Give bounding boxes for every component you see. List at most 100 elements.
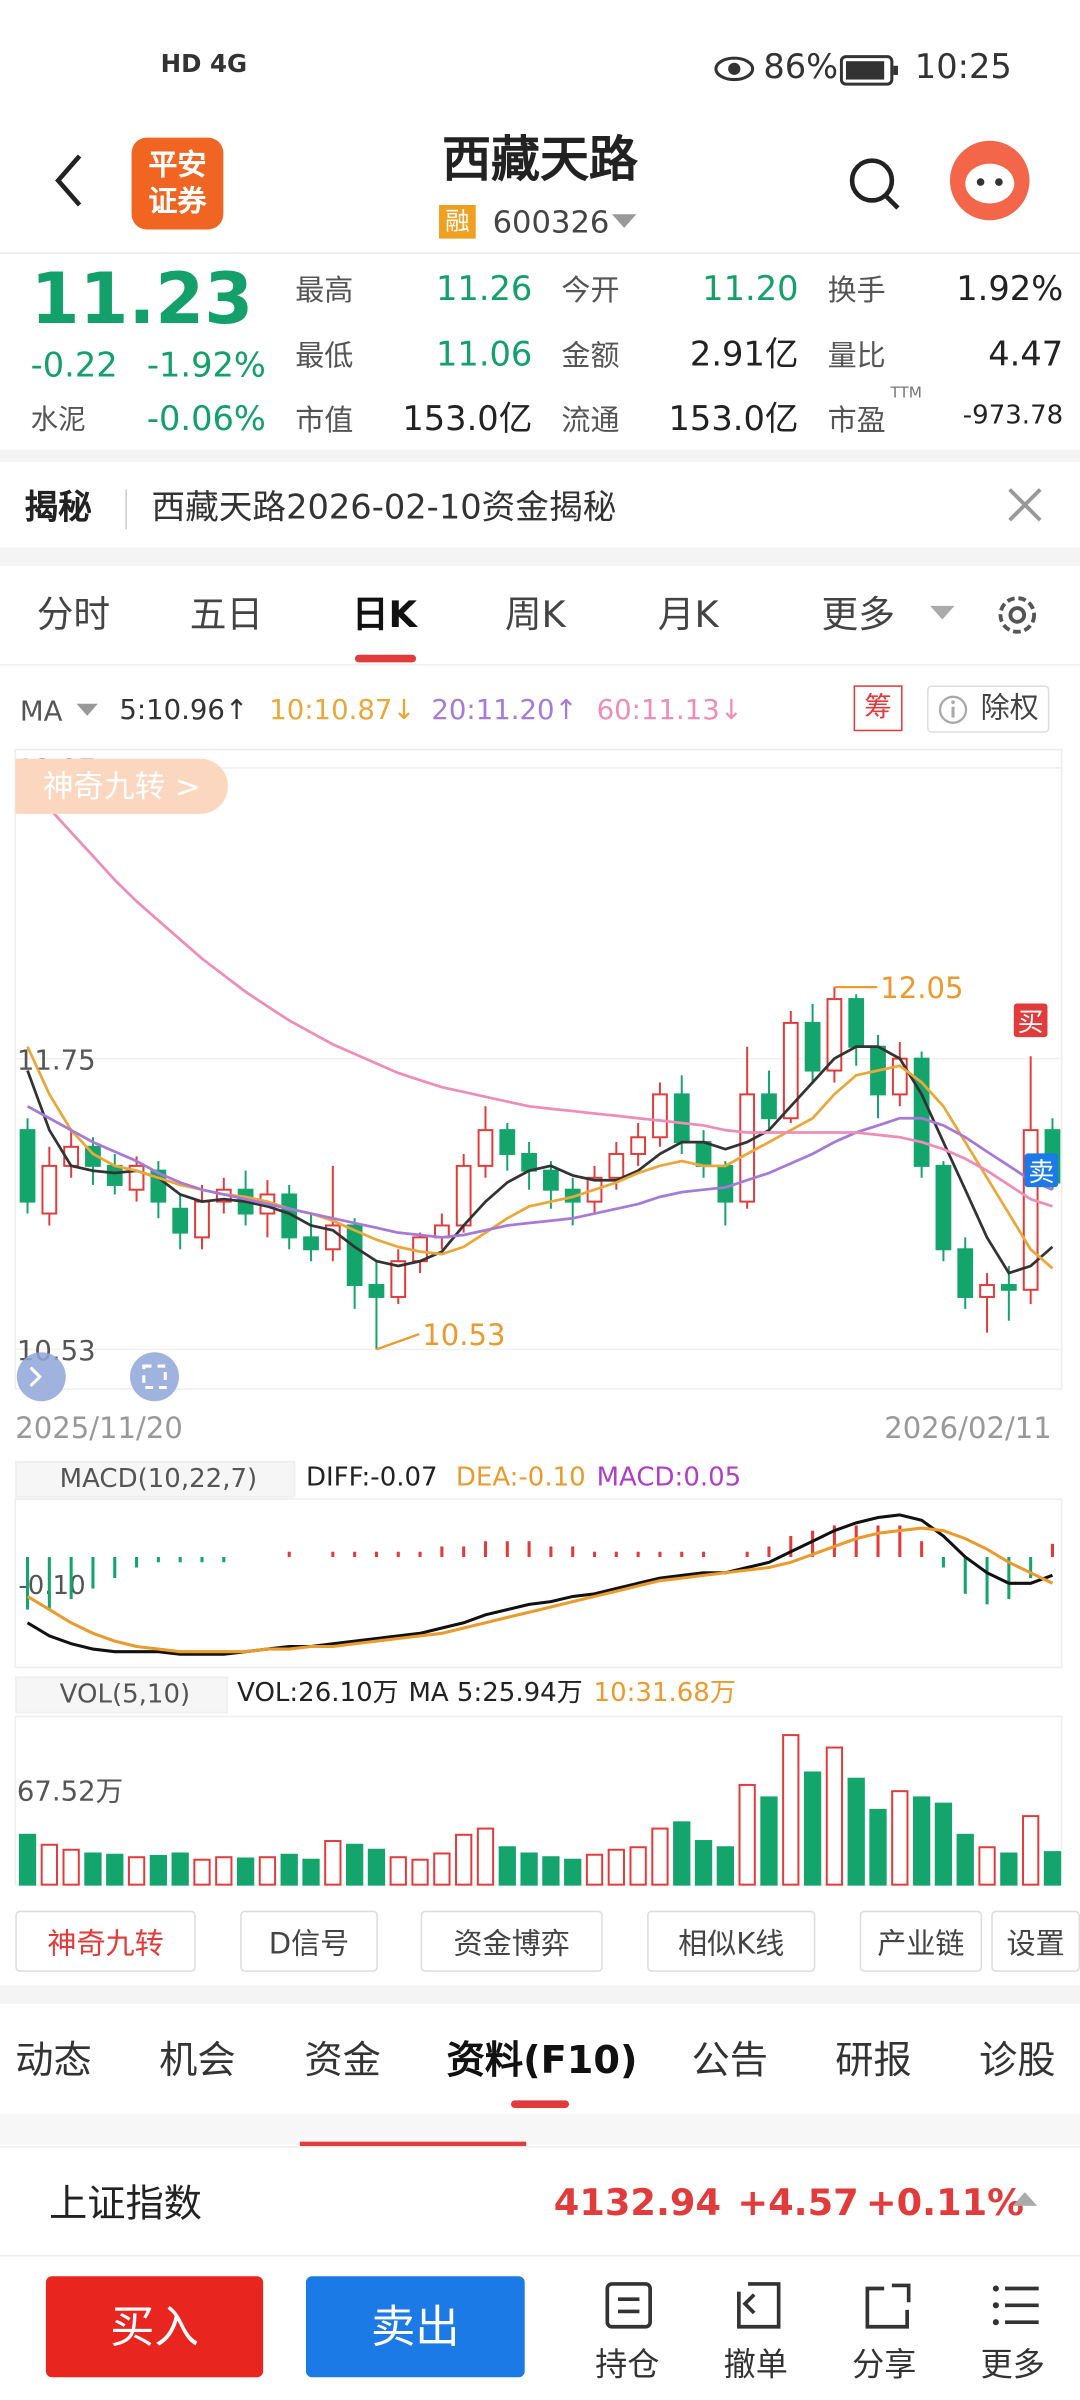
high-label: 12.05 <box>880 971 963 1005</box>
volume-bar <box>716 1846 735 1886</box>
volume-bar <box>585 1853 604 1886</box>
tool-button[interactable]: 设置 <box>991 1910 1080 1972</box>
index-expand[interactable] <box>1012 2192 1038 2207</box>
field-value: 11.20 <box>702 270 799 310</box>
volume-bar <box>1022 1815 1040 1886</box>
tool-button[interactable]: 相似K线 <box>647 1910 816 1972</box>
volume-bar <box>694 1840 713 1886</box>
section-tab[interactable]: 研报 <box>835 2037 912 2082</box>
period-tab[interactable]: 五日 <box>189 593 264 637</box>
macd-legend: MACD:0.05 <box>596 1462 742 1494</box>
tool-button[interactable]: D信号 <box>240 1910 378 1972</box>
tool-button[interactable]: 神奇九转 <box>15 1910 196 1972</box>
volume-bar <box>847 1777 865 1886</box>
separator <box>125 489 127 530</box>
nine-turn-badge[interactable]: 神奇九转 > <box>15 758 229 814</box>
more-dropdown[interactable] <box>930 605 955 621</box>
stock-code[interactable]: 600326 <box>492 203 610 241</box>
footer-action[interactable]: 撤单 <box>723 2346 788 2384</box>
vol-legend: VOL:26.10万 <box>237 1678 399 1709</box>
battery-text: 86% <box>763 48 839 88</box>
candle-body <box>19 1129 36 1203</box>
candle-body <box>935 1164 952 1251</box>
candle-body <box>303 1236 319 1251</box>
index-bar[interactable] <box>0 2146 1080 2257</box>
content-peek-bar <box>299 2141 527 2147</box>
volume-bar <box>956 1833 974 1886</box>
ttm-mark: TTM <box>890 385 922 403</box>
sector-pct: -0.06% <box>146 400 266 440</box>
candle-body <box>455 1164 472 1227</box>
candle-body <box>804 1021 821 1072</box>
period-tab[interactable]: 更多 <box>821 593 895 637</box>
volume-bar <box>825 1746 844 1886</box>
ma-legend-item: 20:11.20↑ <box>431 694 578 727</box>
vol-selector[interactable]: VOL(5,10) <box>15 1676 229 1714</box>
volume-bar <box>476 1827 495 1886</box>
volume-bar <box>782 1734 800 1886</box>
field-label: 今开 <box>561 273 620 308</box>
section-tab[interactable]: 动态 <box>15 2037 92 2082</box>
expand-button[interactable] <box>15 1351 70 1403</box>
tool-button[interactable]: 产业链 <box>859 1910 983 1972</box>
footer-action[interactable]: 分享 <box>852 2346 917 2384</box>
start-date: 2025/11/20 <box>15 1411 183 1446</box>
footer-action[interactable]: 更多 <box>980 2346 1045 2384</box>
volume-bar <box>18 1833 37 1886</box>
broker-logo[interactable]: 平安证券 <box>131 137 224 230</box>
sell-button[interactable]: 卖出 <box>305 2276 525 2378</box>
low-label: 10.53 <box>422 1318 505 1352</box>
volume-bar <box>389 1856 407 1886</box>
period-tab[interactable]: 月K <box>657 593 719 637</box>
candle-body <box>739 1093 756 1203</box>
footer-action[interactable]: 持仓 <box>595 2346 660 2384</box>
field-value: 11.26 <box>436 270 533 310</box>
section-tab[interactable]: 资料(F10) <box>446 2037 638 2082</box>
period-tab[interactable]: 周K <box>504 593 566 637</box>
field-value: -973.78 <box>962 400 1064 432</box>
section-tab[interactable]: 公告 <box>691 2037 768 2082</box>
index-value: 4132.94 <box>553 2181 721 2225</box>
diff-line <box>26 1513 1053 1656</box>
y-tick-label: 67.52万 <box>17 1775 123 1807</box>
macd-selector[interactable]: MACD(10,22,7) <box>15 1460 296 1498</box>
candle-body <box>957 1248 974 1298</box>
section-tab[interactable]: 资金 <box>304 2037 381 2082</box>
banner-close[interactable] <box>1007 486 1044 523</box>
ma-dropdown[interactable] <box>76 703 98 719</box>
price-frame <box>14 748 1063 1390</box>
code-dropdown[interactable] <box>611 214 637 229</box>
sell-flag <box>1024 1153 1059 1188</box>
settings-button[interactable] <box>993 590 1042 639</box>
buy-flag <box>1013 1003 1048 1038</box>
sector-name[interactable]: 水泥 <box>30 403 86 436</box>
ma-legend-item: 5:10.96↑ <box>119 694 249 727</box>
vol-frame <box>14 1715 1063 1886</box>
eye-icon <box>714 56 755 82</box>
search-button[interactable] <box>846 155 904 213</box>
banner-text[interactable]: 西藏天路2026-02-10资金揭秘 <box>151 489 617 528</box>
volume-bar <box>302 1858 320 1886</box>
buy-button[interactable]: 买入 <box>45 2276 264 2378</box>
period-tab[interactable]: 日K <box>351 593 418 637</box>
tool-button[interactable]: 资金博弈 <box>420 1910 603 1972</box>
candle-body <box>346 1224 363 1287</box>
divider <box>0 1985 1080 2004</box>
candle-body <box>368 1284 385 1298</box>
volume-bar <box>607 1848 625 1886</box>
period-tab[interactable]: 分时 <box>36 593 111 637</box>
ma-legend-item: 10:10.87↓ <box>269 694 416 727</box>
assistant-avatar[interactable] <box>948 139 1031 222</box>
field-value: 4.47 <box>988 336 1064 375</box>
divider <box>0 547 1080 567</box>
section-tab[interactable]: 诊股 <box>979 2037 1056 2082</box>
section-tab[interactable]: 机会 <box>159 2037 236 2082</box>
index-name: 上证指数 <box>48 2181 202 2226</box>
candle-body <box>608 1152 625 1179</box>
chip-button[interactable]: 筹 <box>853 685 903 732</box>
fullscreen-button[interactable] <box>128 1351 183 1403</box>
back-button[interactable] <box>46 150 92 211</box>
adjust-button[interactable]: 除权 <box>927 685 1050 733</box>
divider <box>0 252 1080 254</box>
